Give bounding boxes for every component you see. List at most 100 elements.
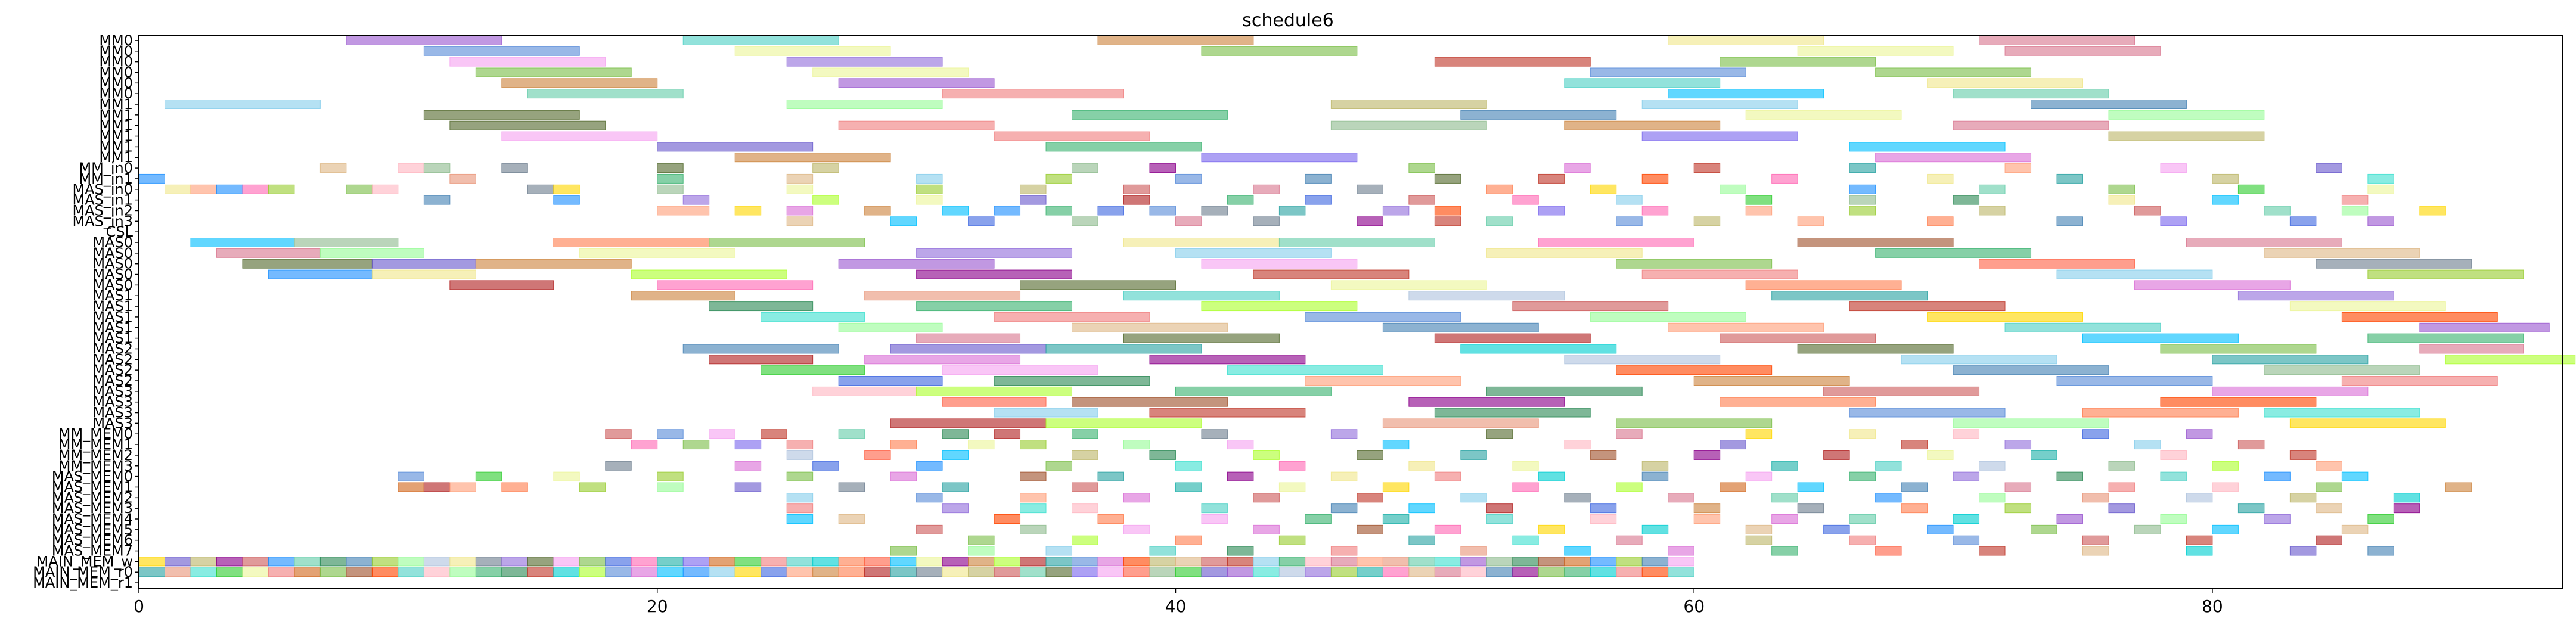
gantt-bar — [682, 344, 839, 354]
gantt-bar — [449, 567, 476, 577]
gantt-bar — [2341, 471, 2369, 481]
gantt-bar — [2237, 291, 2394, 301]
gantt-bar — [812, 567, 839, 577]
gantt-bar — [1797, 482, 1824, 492]
gantt-bar — [1538, 206, 1565, 216]
y-tick-label: CSL — [106, 223, 134, 240]
gantt-bar — [786, 57, 943, 67]
gantt-bar — [838, 322, 943, 332]
gantt-bar — [657, 142, 814, 152]
gantt-bar — [1720, 333, 1876, 343]
gantt-bar — [164, 100, 321, 109]
gantt-bar — [1175, 535, 1202, 545]
gantt-bar — [1849, 429, 1876, 439]
y-tick-label: MM1 — [99, 96, 133, 113]
gantt-bar — [1278, 567, 1306, 577]
gantt-bar — [1720, 397, 1876, 407]
gantt-bar — [734, 440, 762, 450]
gantt-bar — [164, 557, 191, 567]
gantt-bar — [631, 567, 658, 577]
y-tick-label: MAS_MEM6 — [52, 532, 133, 549]
gantt-bar — [371, 557, 399, 567]
gantt-bar — [1097, 206, 1124, 216]
gantt-bar — [1382, 482, 1410, 492]
gantt-bar — [1434, 471, 1461, 481]
gantt-bar — [761, 567, 787, 577]
gantt-bar — [838, 514, 865, 524]
gantt-bar — [2134, 524, 2161, 534]
gantt-bar — [657, 206, 710, 216]
gantt-bar — [2186, 535, 2213, 545]
gantt-bar — [2056, 471, 2083, 481]
gantt-bar — [1512, 301, 1669, 312]
gantt-bar — [1020, 280, 1176, 290]
gantt-bar — [1486, 216, 1513, 226]
gantt-bar — [1953, 535, 1980, 545]
gantt-bar — [2367, 514, 2394, 524]
gantt-bar — [2186, 429, 2213, 439]
gantt-bar — [1382, 322, 1539, 332]
gantt-bar — [709, 567, 735, 577]
gantt-bar — [1305, 173, 1332, 184]
gantt-bar — [2031, 100, 2187, 109]
gantt-bar — [761, 312, 865, 322]
y-tick-label: MAS0 — [92, 256, 133, 272]
gantt-bar — [398, 471, 424, 481]
gantt-bar — [1564, 120, 1721, 130]
gantt-bar — [1460, 493, 1487, 503]
gantt-bar — [1382, 557, 1410, 567]
gantt-bar — [1097, 567, 1124, 577]
gantt-bar — [423, 567, 451, 577]
gantt-bar — [1460, 546, 1487, 556]
gantt-bar — [475, 471, 502, 481]
gantt-bar — [1616, 259, 1773, 269]
gantt-bar — [2289, 301, 2446, 312]
x-tick-label: 0 — [134, 596, 144, 616]
gantt-bar — [1849, 408, 2006, 418]
gantt-bar — [1538, 471, 1565, 481]
gantt-bar — [734, 46, 891, 56]
gantt-bar — [916, 524, 943, 534]
gantt-bar — [190, 184, 217, 194]
gantt-bar — [216, 567, 243, 577]
gantt-bar — [1382, 418, 1539, 428]
gantt-bar — [1330, 503, 1358, 514]
gantt-bar — [786, 206, 814, 216]
gantt-bar — [709, 355, 814, 365]
y-tick-label: MAIN_MEM_r0 — [33, 564, 133, 580]
gantt-bar — [1072, 535, 1098, 545]
gantt-bar — [1123, 238, 1280, 247]
gantt-bar — [242, 557, 269, 567]
gantt-bar — [1564, 493, 1591, 503]
gantt-bar — [2367, 269, 2524, 279]
gantt-bar — [1072, 567, 1098, 577]
gantt-bar — [682, 567, 710, 577]
y-tick-label: MAS3 — [92, 405, 133, 421]
gantt-bar — [1564, 78, 1721, 88]
gantt-bar — [1149, 450, 1176, 460]
gantt-bar — [1797, 503, 1824, 514]
gantt-bar — [1693, 216, 1721, 226]
gantt-bar — [1097, 35, 1254, 45]
gantt-bar — [423, 195, 451, 205]
gantt-bar — [1149, 408, 1306, 418]
gantt-bar — [2237, 184, 2265, 194]
gantt-bar — [1072, 216, 1098, 226]
gantt-bar — [1979, 35, 2135, 45]
gantt-bar — [1953, 120, 2109, 130]
gantt-bar — [1072, 110, 1228, 120]
gantt-bar — [1460, 344, 1617, 354]
gantt-bar — [1927, 216, 1954, 226]
y-tick-label: MM_MEM0 — [58, 425, 133, 442]
gantt-bar — [1901, 482, 1928, 492]
gantt-bar — [1278, 557, 1306, 567]
gantt-bar — [734, 206, 762, 216]
gantt-bar — [1668, 35, 1824, 45]
gantt-bar — [138, 173, 165, 184]
gantt-bar — [2367, 216, 2394, 226]
gantt-bar — [942, 206, 969, 216]
gantt-bar — [1357, 493, 1383, 503]
gantt-bar — [864, 206, 891, 216]
gantt-bar — [1486, 386, 1643, 396]
gantt-bar — [1953, 418, 2109, 428]
